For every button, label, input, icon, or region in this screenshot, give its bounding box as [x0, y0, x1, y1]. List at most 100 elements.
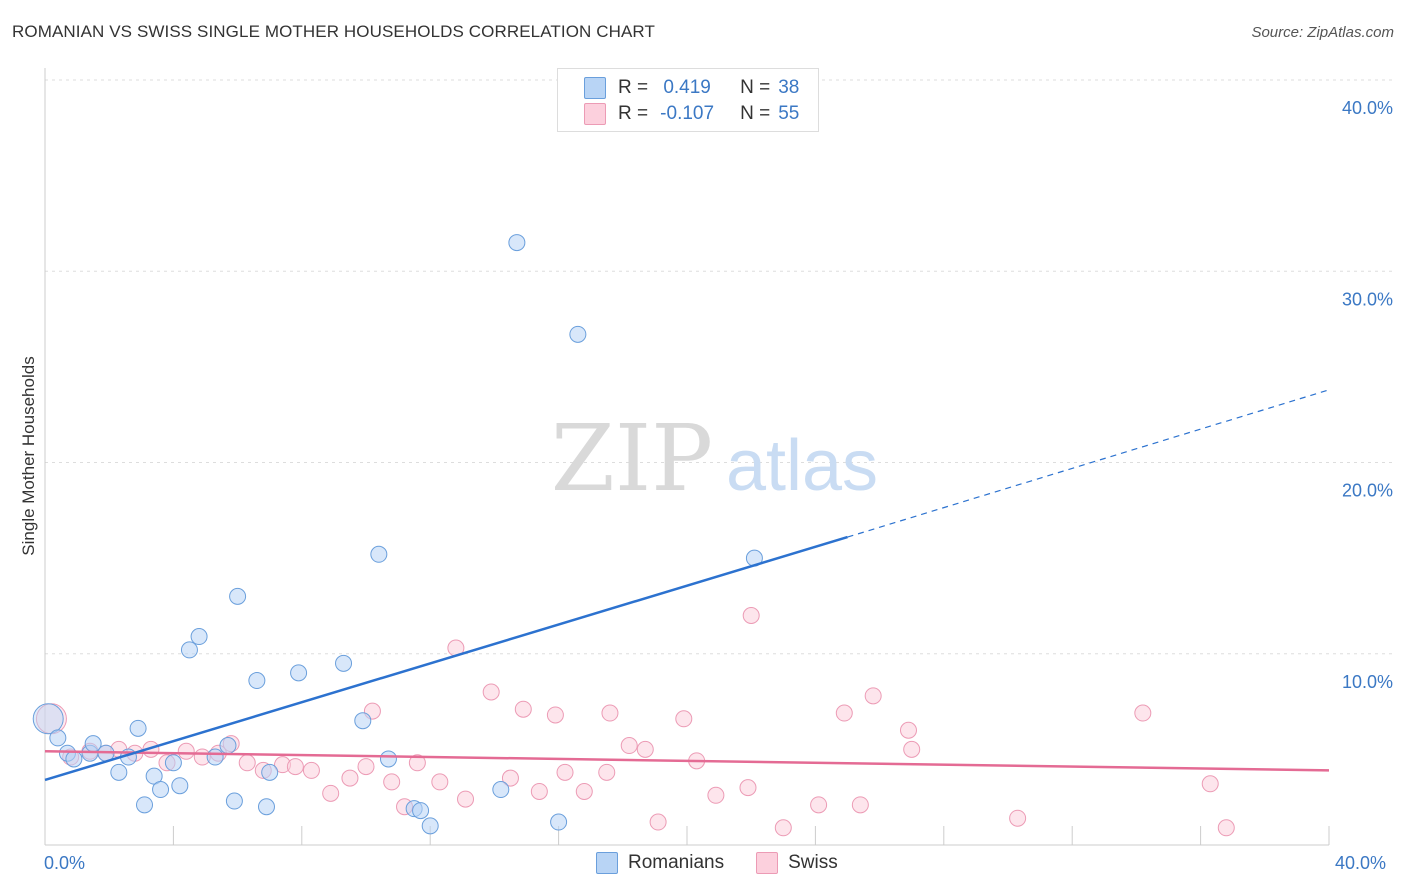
romanian-point — [190, 628, 208, 646]
swiss-point — [431, 773, 449, 791]
romanian-point — [129, 719, 147, 737]
romanian-point — [550, 813, 568, 831]
x-tick-min: 0.0% — [44, 853, 86, 873]
romanian-point — [180, 641, 198, 659]
n-label: N = — [740, 103, 771, 124]
watermark-atlas: atlas — [726, 426, 878, 506]
legend-label-romanians: Romanians — [628, 852, 725, 873]
y-tick-labels: 10.0% 20.0% 30.0% 40.0% — [1342, 98, 1393, 692]
watermark-zip: ZIP — [551, 405, 713, 512]
swiss-point — [774, 819, 792, 837]
chart-title: ROMANIAN VS SWISS SINGLE MOTHER HOUSEHOL… — [12, 22, 655, 41]
romanian-trend-extension — [847, 389, 1330, 538]
x-tick-max: 40.0% — [1335, 853, 1387, 873]
source-credit: Source: ZipAtlas.com — [1251, 24, 1394, 41]
romanian-points — [32, 234, 763, 835]
romanian-point — [261, 763, 279, 781]
swiss-legend-swatch — [756, 852, 779, 874]
swiss-point — [457, 790, 475, 808]
romanian-point — [569, 325, 587, 343]
y-tick-label: 10.0% — [1342, 672, 1393, 692]
swiss-point — [1217, 819, 1235, 837]
romanian-point — [49, 729, 67, 747]
swiss-point — [649, 813, 667, 831]
swiss-point — [707, 786, 725, 804]
romanian-point — [290, 664, 308, 682]
swiss-point — [598, 763, 616, 781]
swiss-point — [636, 740, 654, 758]
romanian-point — [412, 802, 430, 820]
swiss-point — [1009, 809, 1027, 827]
swiss-point — [810, 796, 828, 814]
y-tick-label: 20.0% — [1342, 481, 1393, 501]
r-label: R = — [618, 77, 649, 98]
romanian-point — [379, 750, 397, 768]
romanian-point — [225, 792, 243, 810]
legend-label-swiss: Swiss — [788, 852, 838, 873]
romanians-legend-swatch — [596, 852, 618, 874]
romanian-point — [335, 654, 353, 672]
r-value: 0.419 — [663, 77, 711, 98]
swiss-points — [35, 607, 1235, 837]
stats-legend: R = 0.419 N = 38 R = -0.107 N = 55 — [557, 68, 819, 132]
romanian-point — [65, 750, 83, 768]
r-label: R = — [618, 103, 649, 124]
swiss-point — [530, 782, 548, 800]
y-tick-label: 30.0% — [1342, 289, 1393, 309]
swiss-trend-line — [44, 750, 1330, 772]
n-value: 38 — [778, 77, 800, 98]
stats-row-romanians: R = 0.419 N = 38 — [584, 76, 799, 100]
swiss-point — [575, 782, 593, 800]
swiss-point — [835, 704, 853, 722]
legend-item-swiss[interactable]: Swiss — [756, 852, 838, 874]
romanian-point — [171, 777, 189, 795]
romanian-point — [248, 672, 266, 690]
swiss-point — [620, 737, 638, 755]
swiss-point — [556, 763, 574, 781]
swiss-point — [864, 687, 882, 705]
watermark: ZIP atlas — [551, 405, 878, 512]
swiss-point — [341, 769, 359, 787]
romanian-point — [257, 798, 275, 816]
swiss-point — [851, 796, 869, 814]
romanian-point — [508, 234, 526, 252]
swiss-point — [357, 758, 375, 776]
swiss-point — [482, 683, 500, 701]
series-legend: Romanians Swiss — [596, 852, 870, 874]
swiss-point — [177, 742, 195, 760]
y-tick-label: 40.0% — [1342, 98, 1393, 118]
swiss-point — [1201, 775, 1219, 793]
swiss-point — [238, 754, 256, 772]
swiss-point — [899, 721, 917, 739]
swiss-swatch — [584, 103, 606, 125]
romanian-point — [152, 781, 170, 799]
swiss-point — [408, 754, 426, 772]
swiss-point — [383, 773, 401, 791]
r-value: -0.107 — [660, 103, 715, 124]
swiss-point — [501, 769, 519, 787]
romanian-trend-line — [44, 535, 848, 782]
swiss-point — [1134, 704, 1152, 722]
swiss-point — [322, 784, 340, 802]
romanian-point — [206, 748, 224, 766]
romanian-point — [219, 737, 237, 755]
swiss-point — [675, 710, 693, 728]
romanian-point — [164, 754, 182, 772]
trend-lines — [44, 389, 1330, 782]
swiss-point — [601, 704, 619, 722]
romanian-point — [136, 796, 154, 814]
n-label: N = — [740, 77, 771, 98]
romanians-swatch — [584, 77, 606, 99]
romanian-point — [492, 781, 510, 799]
legend-item-romanians[interactable]: Romanians — [596, 852, 724, 874]
swiss-point — [903, 740, 921, 758]
romanian-point — [110, 763, 128, 781]
swiss-point — [514, 700, 532, 718]
romanian-point — [32, 703, 64, 735]
romanian-point — [370, 545, 388, 563]
swiss-point — [742, 607, 760, 624]
romanian-point — [229, 587, 247, 605]
n-value: 55 — [778, 103, 800, 124]
stats-row-swiss: R = -0.107 N = 55 — [584, 102, 799, 126]
